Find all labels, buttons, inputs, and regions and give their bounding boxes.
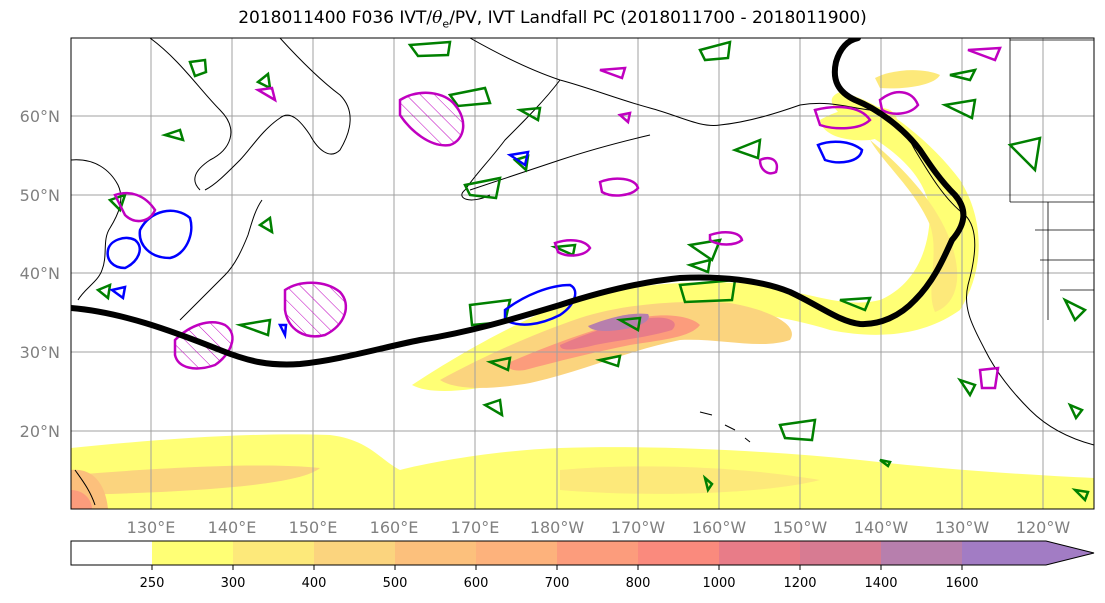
coast-philippines (74, 469, 96, 506)
lon-label: 180°W (530, 518, 585, 537)
colorbar-swatch (881, 541, 962, 565)
colorbar-outline (70, 540, 1095, 566)
map-title: 2018011400 F036 IVT/θe/PV, IVT Landfall … (0, 8, 1105, 30)
lat-label: 60°N (20, 107, 60, 126)
ivt-coast-top (875, 70, 940, 89)
colorbar-swatch (152, 541, 233, 565)
coast-siberia (149, 38, 232, 191)
colorbar-ticks: 250 300 400 500 600 700 800 1000 1200 1400 1600 (140, 565, 979, 591)
colorbar-extend-arrow (1046, 541, 1094, 565)
colorbar-tick-label: 1600 (945, 576, 978, 591)
lon-label: 150°W (773, 518, 828, 537)
colorbar-tick-label: 1000 (702, 576, 735, 591)
theta-e-contours (95, 40, 1090, 503)
lon-label: 140°E (208, 518, 257, 537)
title-theta-sub: e (442, 17, 450, 31)
colorbar-swatch (557, 541, 638, 565)
lon-label: 170°W (611, 518, 666, 537)
colorbar-tick-label: 400 (302, 576, 327, 591)
lat-label: 20°N (20, 422, 60, 441)
lon-label: 130°W (935, 518, 990, 537)
pv-blue-contours (106, 140, 864, 340)
colorbar-swatch (476, 541, 557, 565)
colorbar-swatch (314, 541, 395, 565)
coast-bering (461, 79, 561, 201)
colorbar-tick-label: 250 (140, 576, 165, 591)
lat-label: 40°N (20, 264, 60, 283)
map-frame (70, 37, 1095, 510)
coast-hawaii (699, 411, 751, 443)
colorbar-below-min (71, 541, 152, 565)
colorbar-tick-label: 500 (383, 576, 408, 591)
lon-label: 160°E (370, 518, 419, 537)
colorbar-swatches (152, 541, 1046, 565)
lon-label: 160°W (692, 518, 747, 537)
coast-aleutians (469, 134, 651, 191)
colorbar-swatch (800, 541, 881, 565)
lat-label: 50°N (20, 186, 60, 205)
title-theta: θ (432, 8, 443, 28)
colorbar-tick-label: 700 (545, 576, 570, 591)
colorbar-tick-label: 1200 (783, 576, 816, 591)
lon-label: 140°W (854, 518, 909, 537)
coast-asia (71, 159, 122, 301)
ivt-tropical-inner-2 (560, 466, 820, 494)
lat-label: 30°N (20, 343, 60, 362)
ivt-colorbar: 250 300 400 500 600 700 800 1000 1200 1400 1600 (70, 540, 1095, 591)
colorbar-swatch (233, 541, 314, 565)
ivt-tropical-inner (71, 465, 320, 495)
graticule (71, 38, 1094, 509)
title-suffix: /PV, IVT Landfall PC (2018011700 - 20180… (449, 8, 867, 28)
lon-label: 130°E (127, 518, 176, 537)
lon-label: 170°E (451, 518, 500, 537)
colorbar-swatch (395, 541, 476, 565)
coast-japan (179, 199, 263, 321)
ivt-river-1000 (560, 317, 675, 350)
lat-labels: 60°N 50°N 40°N 30°N 20°N (20, 107, 60, 441)
coast-kamchatka (204, 38, 351, 191)
colorbar-tick-label: 1400 (864, 576, 897, 591)
title-prefix: 2018011400 F036 IVT/ (238, 8, 433, 28)
colorbar-tick-label: 300 (221, 576, 246, 591)
lon-label: 120°W (1016, 518, 1071, 537)
lon-label: 150°E (289, 518, 338, 537)
colorbar-tick-label: 800 (626, 576, 651, 591)
colorbar-swatch (638, 541, 719, 565)
landfall-pc-trajectory (71, 38, 967, 368)
colorbar-tick-label: 600 (464, 576, 489, 591)
ivt-tropical-sw-2 (71, 490, 92, 509)
colorbar-swatch (962, 541, 1046, 565)
lon-labels: 130°E 140°E 150°E 160°E 170°E 180°W 170°… (127, 518, 1071, 537)
political-borders (1009, 38, 1094, 320)
colorbar-swatch (719, 541, 800, 565)
